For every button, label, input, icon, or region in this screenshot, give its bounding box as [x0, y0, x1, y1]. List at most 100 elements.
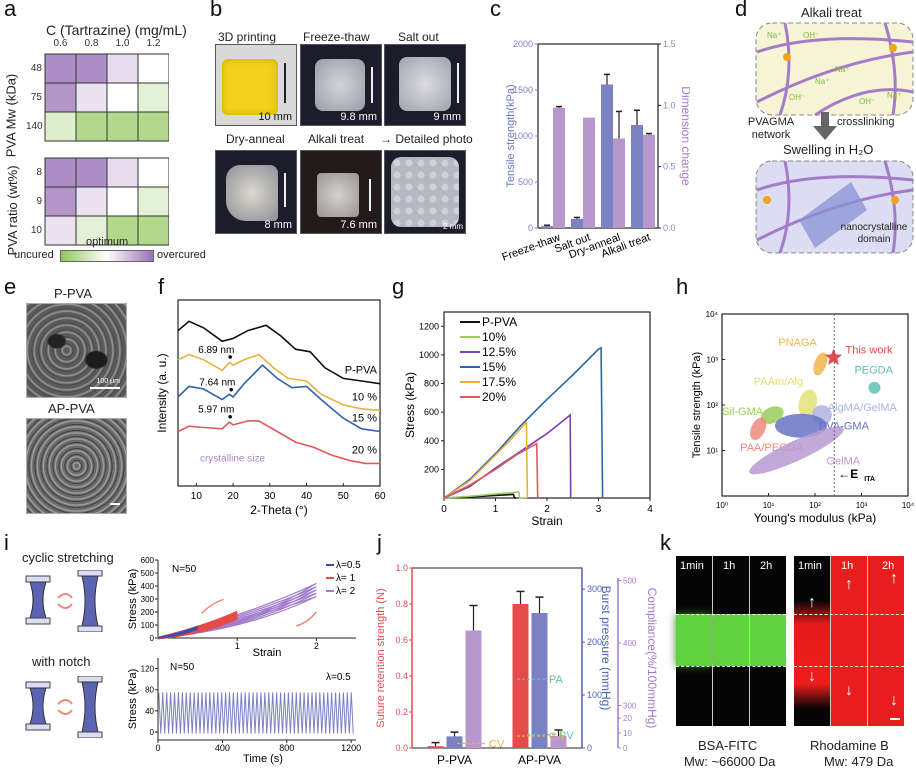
sem-scale-label: 100 μm: [96, 378, 121, 385]
xrd-curve: [177, 353, 381, 412]
photo-scale: 7.6 mm: [340, 219, 377, 231]
x-tick-label: 4: [647, 504, 653, 515]
bar: [601, 84, 613, 228]
label-bsa-fitc: BSA-FITC: [698, 738, 758, 753]
x-tick-label: 10⁴: [902, 501, 915, 510]
y-tick-label: 10⁴: [706, 310, 719, 319]
y-tick-label: 200: [141, 608, 155, 617]
panel-label-a: a: [4, 0, 17, 21]
sem-image-ap-pva: [26, 418, 127, 514]
x-tick-label: 3: [596, 504, 602, 515]
x-tick-label: AP-PVA: [518, 753, 561, 767]
y-tick-label: 600: [141, 556, 155, 565]
x-tick-label: 50: [338, 491, 350, 502]
x-tick-label: P-PVA: [437, 753, 472, 767]
time-frame: 1h ↑ ↓: [831, 556, 868, 726]
heatmap-cell: [137, 157, 169, 188]
y-tick-label: 1200: [419, 321, 439, 331]
heatmap-x-title: C (Tartrazine) (mg/mL): [46, 22, 187, 38]
material-region: [813, 352, 828, 376]
panel-i-schematics: cyclic stretching with notch: [0, 548, 150, 768]
scale-bar: [90, 387, 120, 389]
legend-label: P-PVA: [482, 315, 517, 329]
y-tick-label: 0: [150, 728, 155, 737]
scaffold: [391, 157, 459, 227]
y-right-tick-label: 1.5: [663, 39, 676, 49]
panel-label-d: d: [735, 0, 748, 21]
panel-label-j: j: [377, 530, 382, 555]
row-label: 9: [36, 196, 42, 207]
colorbar: [60, 250, 154, 262]
photo-scale: 2 mm: [443, 222, 463, 231]
y-axis-title: Stress (kPa): [127, 569, 139, 630]
photo-scale: 8 mm: [264, 219, 293, 231]
photo-title: → Detailed photo: [380, 132, 473, 146]
photo-freeze-thaw: 9.8 mm: [300, 44, 382, 126]
polymer-chain: [756, 50, 914, 104]
x-tick: 0.8: [84, 38, 99, 49]
x-axis-title: Strain: [253, 647, 282, 658]
chart-c-tensile-dimension: 0 500 1000 1500 2000 0.0 0.5 1.0 1.5 Tensile stre…: [500, 39, 690, 264]
row-label: 140: [26, 121, 43, 132]
heatmap-cell: [106, 186, 139, 217]
x-tick-label: 30: [264, 491, 276, 502]
polymer-chain: [883, 22, 897, 116]
colorbar-mid-label: optimum: [86, 236, 129, 248]
series-label: 15 %: [352, 413, 377, 425]
chart-i-cyclic: 0 100 200 300 400 500 600 1 2 Strain Stress (kPa) N…: [127, 556, 361, 658]
y-tick-label: 1.0: [395, 563, 408, 573]
photo-3d-printing: 10 mm: [215, 44, 297, 126]
x-tick-label: 400: [215, 743, 230, 753]
heatmap-cell: [75, 157, 108, 188]
heatmap-cell: [106, 82, 139, 113]
material-label: PNAGA: [778, 337, 817, 349]
heatmap-bottom-rows: 8 9 10: [26, 158, 42, 245]
plot-frame: [177, 299, 381, 487]
y-axis-title: Stress (kPa): [127, 669, 139, 730]
alkali-treat-box: Na⁺ OH⁻ Na⁺ Na⁺ OH⁻ OH⁻ Na⁺: [755, 22, 914, 117]
panel-label-g: g: [392, 274, 405, 299]
series-label: 20 %: [352, 444, 377, 456]
chart-f-xrd: 10 20 30 40 50 60 2-Theta (°) Intensity (a. u.)…: [155, 299, 386, 517]
fluorescence-rhodamine-b: 1min ↑ ↓ 1h ↑ ↓ 2h ↑ ↓: [794, 556, 904, 726]
scaffold: [399, 57, 451, 111]
cycle-count: N=50: [172, 564, 197, 575]
bar: [531, 613, 548, 748]
crosslink-point: [763, 196, 771, 204]
panel-label-f: f: [158, 274, 165, 299]
y-tick-label: 0.8: [395, 599, 408, 609]
x-tick-label: 1: [235, 641, 240, 651]
reference-label: PA: [549, 674, 564, 686]
legend-label: λ= 2: [336, 586, 356, 597]
arrow-down-icon: ↓: [808, 668, 816, 685]
heatmap-cell: [137, 53, 169, 84]
x-tick-label: 10⁰: [716, 501, 728, 510]
colorbar-right-label: overcured: [157, 249, 206, 261]
chart-h-ashby: 10⁰ 10¹ 10² 10³ 10⁴ 10¹ 10² 10³ 10⁴ Young's modul…: [691, 310, 915, 525]
stress-strain-curve: [443, 346, 604, 499]
bar: [583, 117, 595, 228]
panel-label-c: c: [490, 0, 501, 21]
heatmap: [44, 53, 169, 246]
arrow-unloading-icon: [296, 611, 317, 627]
sem-image-p-pva: 100 μm: [26, 303, 127, 398]
heatmap-cell: [137, 111, 169, 142]
scaffold: [315, 59, 365, 111]
legend-label: 17.5%: [482, 375, 516, 389]
panel-label-b: b: [210, 0, 223, 21]
row-label: 48: [30, 63, 42, 74]
peak-marker: [228, 414, 232, 419]
material-region: [798, 389, 818, 417]
polymer-chain: [778, 160, 791, 254]
arrow-up-icon: ↑: [890, 570, 898, 587]
photo-title: Freeze-thaw: [303, 30, 370, 44]
y-right1-tick-label: 0: [587, 743, 592, 753]
bar: [631, 124, 643, 228]
x-tick-label: 1200: [341, 743, 361, 753]
y-tick-label: 10²: [706, 401, 718, 410]
label-rhodamine-mw: Mw: 479 Da: [824, 754, 894, 769]
panel-label-i: i: [4, 530, 9, 555]
bar: [613, 138, 625, 228]
bar: [446, 736, 463, 748]
